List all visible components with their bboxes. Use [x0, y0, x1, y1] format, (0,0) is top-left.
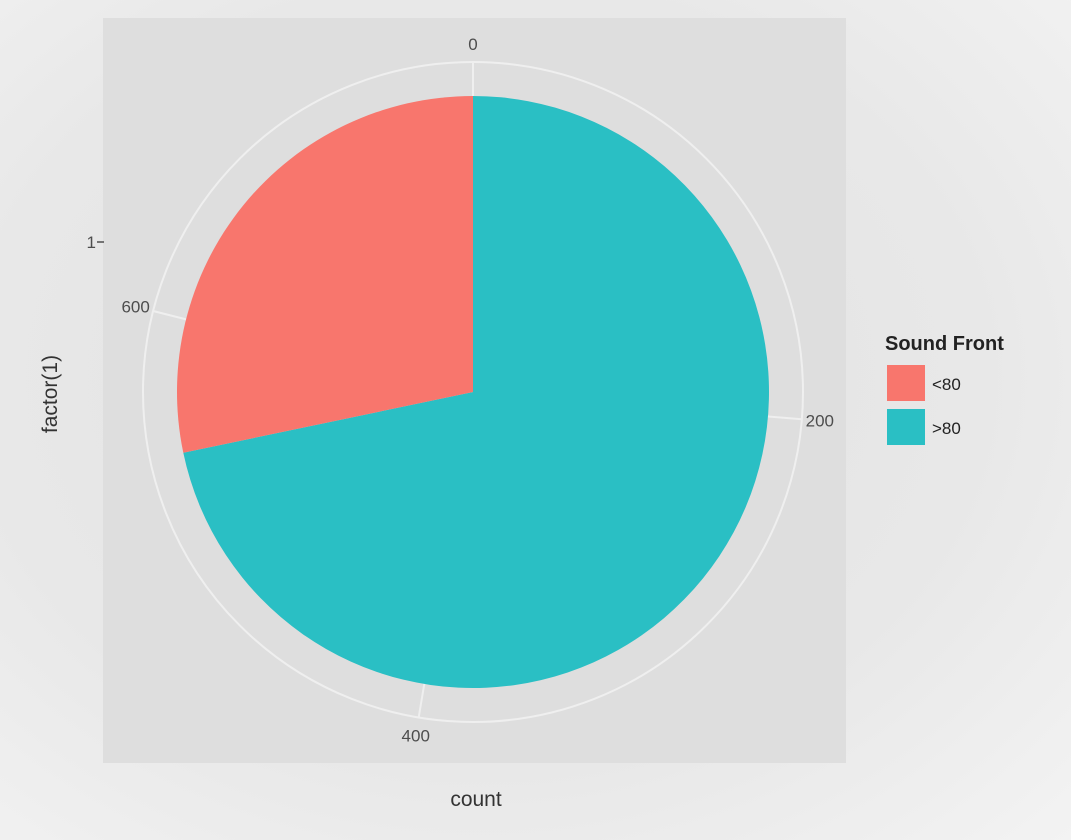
slices-group [177, 96, 770, 689]
theta-tick-labels: 0 200 400 600 [121, 35, 834, 745]
legend-label-gt80: >80 [932, 419, 961, 438]
y-axis-title: factor(1) [39, 355, 62, 433]
x-axis-title: count [450, 788, 502, 811]
legend-label-lt80: <80 [932, 375, 961, 394]
theta-tick-label: 0 [468, 35, 477, 54]
theta-tick-label: 200 [806, 412, 834, 431]
theta-tick-label: 600 [121, 298, 149, 317]
legend-swatch-gt80 [887, 409, 925, 445]
pie-slice-lt80 [177, 96, 473, 453]
theta-tick-label: 400 [402, 726, 430, 745]
y-tick-label: 1 [87, 233, 96, 252]
legend-swatch-lt80 [887, 365, 925, 401]
pie-slice-gt80 [183, 96, 770, 689]
legend: Sound Front <80 >80 [885, 333, 1004, 445]
legend-title: Sound Front [885, 333, 1004, 355]
